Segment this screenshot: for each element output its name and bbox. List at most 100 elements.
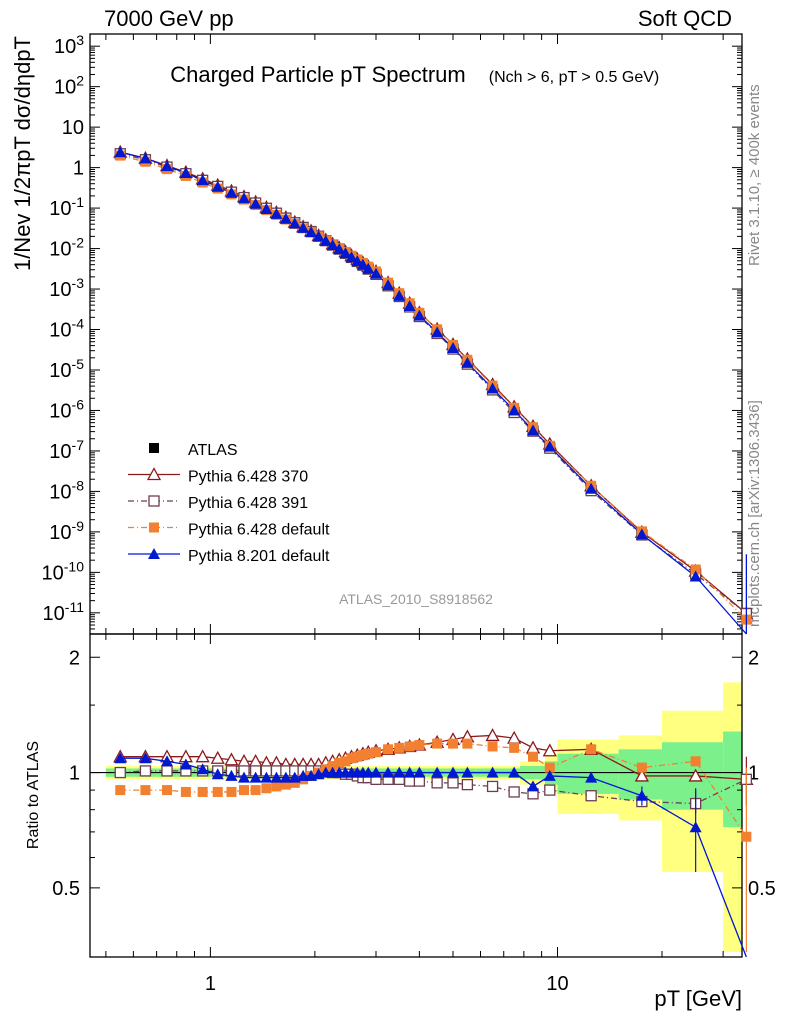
ratio-point-4 — [461, 766, 474, 778]
series-point-4 — [139, 152, 152, 164]
ratio-point-3 — [334, 757, 345, 768]
ratio-point-4 — [486, 766, 499, 778]
ratio-point-3 — [383, 744, 394, 755]
ratio-point-4 — [382, 766, 395, 778]
series-point-4 — [249, 197, 262, 209]
ratio-point-3 — [197, 786, 208, 797]
ratio-line-3 — [120, 742, 747, 838]
y-tick-label: 10-2 — [49, 235, 84, 261]
series-point-4 — [270, 207, 283, 219]
series-point-4 — [447, 341, 460, 353]
ratio-point-1 — [224, 752, 239, 766]
series-point-4 — [288, 217, 301, 229]
ratio-point-3 — [289, 777, 300, 788]
y-tick-label: 10-1 — [49, 194, 84, 220]
ratio-point-3 — [239, 785, 250, 796]
series-point-4 — [260, 202, 273, 214]
ratio-point-4 — [370, 766, 383, 778]
analysis-watermark: ATLAS_2010_S8918562 — [339, 591, 493, 607]
ratio-y-tick-label-right: 0.5 — [748, 878, 776, 900]
y-tick-label: 10-4 — [49, 316, 84, 342]
ratio-point-4 — [270, 771, 283, 783]
ratio-point-1 — [634, 768, 649, 782]
ratio-point-1 — [195, 749, 210, 763]
ratio-point-4 — [585, 771, 598, 783]
ratio-point-3 — [448, 738, 459, 749]
series-point-4 — [370, 267, 383, 279]
ratio-point-3 — [363, 748, 374, 759]
ratio-axis-title: Ratio to ATLAS — [25, 741, 42, 849]
ratio-point-4 — [196, 763, 209, 775]
series-point-4 — [161, 160, 174, 172]
legend-marker — [149, 443, 159, 453]
ratio-point-2 — [431, 777, 443, 789]
ratio-point-1 — [688, 768, 703, 782]
legend-marker — [148, 548, 160, 559]
y-tick-label: 10-7 — [49, 437, 84, 463]
series-point-4 — [345, 251, 358, 263]
ratio-y-tick-label-right: 1 — [748, 763, 759, 785]
series-point-4 — [585, 482, 598, 494]
y-tick-label: 10-10 — [42, 558, 85, 584]
ratio-point-3 — [352, 751, 363, 762]
ratio-point-3 — [327, 761, 338, 772]
ratio-point-2 — [403, 775, 416, 787]
series-point-4 — [356, 258, 369, 270]
series-point-4 — [114, 146, 127, 158]
ratio-point-4 — [508, 766, 521, 778]
y-tick-label: 10-3 — [49, 275, 84, 301]
x-axis-title: pT [GeV] — [654, 986, 742, 1011]
ratio-point-4 — [249, 771, 262, 783]
ratio-point-4 — [238, 771, 251, 783]
plot-title-subtitle: (Nch > 6, pT > 0.5 GeV) — [489, 69, 659, 86]
ratio-point-3 — [404, 741, 415, 752]
ratio-point-2 — [161, 765, 173, 777]
ratio-point-4 — [413, 766, 426, 778]
y-tick-label: 1 — [73, 158, 84, 180]
ratio-point-3 — [690, 756, 701, 767]
series-point-4 — [393, 289, 406, 301]
legend-marker — [148, 495, 160, 507]
ratio-point-4 — [211, 768, 224, 780]
ratio-y-tick-label-right: 2 — [748, 647, 759, 669]
series-point-4 — [508, 404, 521, 416]
ratio-point-2 — [486, 780, 499, 793]
series-line-1 — [120, 151, 747, 615]
y-tick-label: 10-9 — [49, 518, 84, 544]
ratio-point-3 — [261, 783, 272, 794]
ratio-point-4 — [527, 780, 540, 792]
series-point-4 — [196, 174, 209, 186]
ratio-point-4 — [393, 766, 406, 778]
ratio-point-3 — [180, 786, 191, 797]
ratio-point-3 — [140, 785, 151, 796]
series-point-4 — [527, 424, 540, 436]
series-point-4 — [461, 356, 474, 368]
ratio-y-tick-label: 2 — [69, 647, 80, 669]
ratio-point-3 — [544, 762, 555, 773]
ratio-point-4 — [161, 755, 174, 767]
ratio-point-4 — [139, 752, 152, 764]
ratio-point-3 — [586, 744, 597, 755]
y-tick-label: 10-8 — [49, 477, 84, 503]
series-line-2 — [120, 153, 747, 615]
series-point-4 — [339, 247, 352, 259]
series-point-4 — [238, 192, 251, 204]
ratio-point-2 — [114, 766, 126, 779]
ratio-point-4 — [543, 769, 556, 781]
series-point-4 — [431, 326, 444, 338]
ratio-point-2 — [139, 765, 152, 777]
x-tick-label: 1 — [205, 973, 216, 995]
ratio-point-1 — [210, 750, 225, 764]
ratio-point-4 — [114, 752, 127, 764]
ratio-point-3 — [340, 756, 351, 767]
legend-label: Pythia 8.201 default — [188, 548, 330, 565]
ratio-point-3 — [212, 786, 223, 797]
main-plot-frame — [89, 33, 743, 635]
ratio-point-4 — [260, 771, 273, 783]
ratio-point-2 — [544, 784, 556, 796]
series-point-4 — [403, 300, 416, 312]
y-tick-label: 10 — [62, 117, 84, 139]
series-point-4 — [333, 243, 346, 255]
series-point-3 — [690, 564, 701, 575]
ratio-point-3 — [115, 785, 126, 796]
